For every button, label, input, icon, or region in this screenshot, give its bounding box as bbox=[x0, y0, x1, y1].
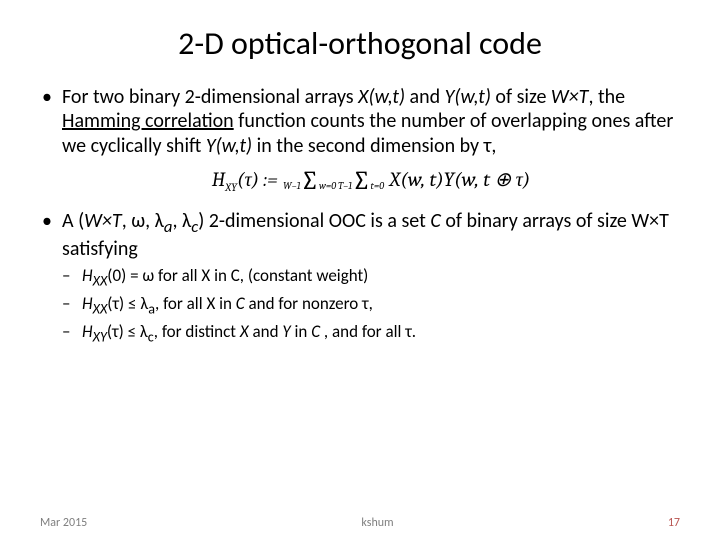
sub-xx: XX bbox=[93, 301, 108, 318]
h: H bbox=[82, 321, 93, 342]
y-array: Y(w,t) bbox=[445, 85, 491, 109]
x-array: X(w,t) bbox=[358, 85, 405, 109]
footer-author: kshum bbox=[361, 516, 393, 530]
set-c: C bbox=[236, 293, 245, 314]
footer-date: Mar 2015 bbox=[40, 516, 87, 530]
sub-xx: XX bbox=[93, 273, 108, 290]
txt: A ( bbox=[62, 209, 84, 233]
txt: , for distinct bbox=[154, 321, 240, 342]
h: H bbox=[82, 265, 93, 286]
correlation-formula: HXY(τ) := W−1∑w=0T−1∑t=0 X(w, t)Y(w, t ⊕… bbox=[212, 168, 530, 194]
sum-w: W−1∑w=0 bbox=[283, 170, 336, 193]
set-c: C bbox=[311, 321, 320, 342]
txt: For two binary 2-dimensional arrays bbox=[62, 85, 358, 109]
sum1-upper: W−1 bbox=[283, 180, 300, 192]
y: Y bbox=[282, 321, 290, 342]
footer-page-number: 17 bbox=[668, 516, 680, 530]
slide-title: 2-D optical-orthogonal code bbox=[40, 24, 680, 63]
bullet-definition: For two binary 2-dimensional arrays X(w,… bbox=[40, 85, 680, 195]
txt: and bbox=[249, 321, 283, 342]
txt: of size bbox=[491, 85, 551, 109]
sum2-lower: t=0 bbox=[371, 180, 385, 192]
slide-footer: Mar 2015 kshum 17 bbox=[40, 516, 680, 530]
sigma-icon: ∑ bbox=[352, 166, 370, 196]
txt: and bbox=[405, 85, 445, 109]
cond-auto: HXX(τ) ≤ λa, for all X in C and for nonz… bbox=[62, 293, 680, 319]
sum1-lower: w=0 bbox=[319, 180, 336, 192]
size-wt: W×T bbox=[551, 85, 589, 109]
cond-cross: HXY(τ) ≤ λc, for distinct X and Y in C ,… bbox=[62, 321, 680, 347]
main-bullets: For two binary 2-dimensional arrays X(w,… bbox=[40, 85, 680, 347]
lhs-sub: XY bbox=[225, 181, 237, 194]
lhs-arg: (τ) := bbox=[237, 168, 282, 191]
conditions-list: HXX(0) = ω for all X in C, (constant wei… bbox=[62, 265, 680, 346]
txt: in bbox=[291, 321, 312, 342]
txt: , for all X in bbox=[155, 293, 236, 314]
sigma-icon: ∑ bbox=[301, 166, 319, 196]
set-c: C bbox=[430, 209, 440, 233]
txt: , and for all τ. bbox=[320, 321, 416, 342]
sum-t: T−1∑t=0 bbox=[338, 170, 384, 193]
txt: (0) = ω for all X in C, (constant weight… bbox=[107, 265, 368, 286]
sum2-upper: T−1 bbox=[338, 180, 352, 192]
txt: , ω, λ bbox=[122, 209, 164, 233]
wt: W×T bbox=[84, 209, 122, 233]
formula-block: HXY(τ) := W−1∑w=0T−1∑t=0 X(w, t)Y(w, t ⊕… bbox=[62, 168, 680, 194]
rhs: X(w, t)Y(w, t ⊕ τ) bbox=[385, 168, 530, 191]
hamming-term: Hamming correlation bbox=[62, 109, 234, 133]
txt: , the bbox=[588, 85, 625, 109]
txt: ) 2-dimensional OOC is a set bbox=[198, 209, 430, 233]
txt: and for nonzero τ, bbox=[245, 293, 373, 314]
txt: (τ) ≤ λ bbox=[107, 321, 148, 342]
txt: in the second dimension by τ, bbox=[252, 134, 496, 158]
cond-weight: HXX(0) = ω for all X in C, (constant wei… bbox=[62, 265, 680, 291]
txt: , λ bbox=[172, 209, 191, 233]
lhs-h: H bbox=[212, 168, 225, 191]
sub-a: a bbox=[148, 301, 155, 318]
sub-xy: XY bbox=[93, 328, 107, 345]
x: X bbox=[240, 321, 249, 342]
y-array-2: Y(w,t) bbox=[206, 134, 252, 158]
bullet-ooc-def: A (W×T, ω, λa, λc) 2-dimensional OOC is … bbox=[40, 209, 680, 347]
txt: (τ) ≤ λ bbox=[107, 293, 148, 314]
h: H bbox=[82, 293, 93, 314]
